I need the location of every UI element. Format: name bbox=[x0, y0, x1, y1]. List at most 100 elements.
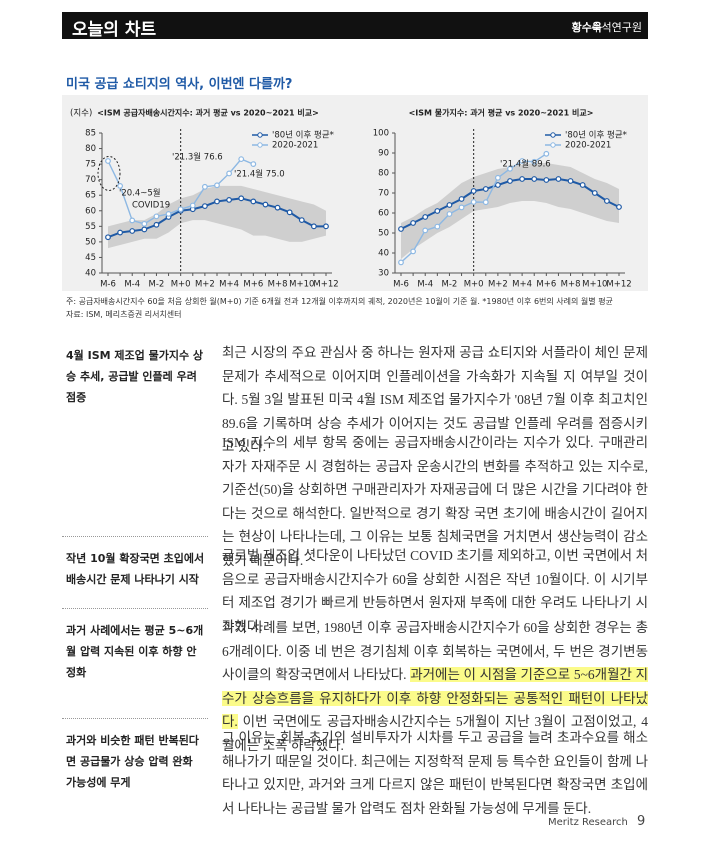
y-tick-label: 90 bbox=[378, 149, 389, 159]
range-band bbox=[401, 163, 619, 259]
x-tick-label: M+6 bbox=[243, 280, 263, 290]
legend-label: 2020-2021 bbox=[565, 141, 611, 151]
x-tick-label: M+12 bbox=[313, 280, 338, 290]
point bbox=[616, 204, 622, 210]
divider bbox=[62, 608, 208, 609]
point bbox=[507, 165, 513, 172]
point bbox=[422, 214, 429, 220]
point bbox=[214, 198, 220, 205]
chart-title: <ISM 물가지수: 과거 평균 vs 2020~2021 비교> bbox=[409, 108, 594, 118]
figure-source: 자료: ISM, 메리츠증권 리서치센터 bbox=[66, 310, 182, 319]
y-tick-label: 55 bbox=[85, 222, 96, 232]
text-span: ISM 지수의 세부 항목 중에는 공급자배송시간이라는 지수가 있다. 구매관… bbox=[222, 435, 648, 568]
header-title: 오늘의 차트 bbox=[72, 20, 157, 40]
point bbox=[434, 208, 441, 214]
x-tick-label: M+2 bbox=[195, 280, 215, 290]
point bbox=[398, 226, 404, 232]
x-tick-label: M+2 bbox=[488, 280, 508, 290]
x-tick-label: M-2 bbox=[442, 280, 458, 290]
x-tick-label: M+10 bbox=[289, 280, 314, 290]
chart: <ISM 물가지수: 과거 평균 vs 2020~2021 비교> 30 40 50 6… bbox=[373, 108, 632, 290]
y-tick-label: 50 bbox=[85, 237, 96, 247]
x-tick-label: M+10 bbox=[582, 280, 607, 290]
figure-note: 주: 공급자배송시간지수 60을 처음 상회한 월(M+0) 기준 6개월 전과… bbox=[66, 297, 613, 306]
x-tick-label: M-6 bbox=[393, 280, 409, 290]
point bbox=[250, 198, 257, 205]
point bbox=[470, 188, 477, 194]
point bbox=[519, 176, 526, 182]
point bbox=[105, 158, 111, 164]
chart-panel: <ISM 공급자배송시간지수: 과거 평균 vs 2020~2021 비교> (지… bbox=[62, 95, 648, 291]
paragraph: 글로벌 제조업 셧다운이 나타났던 COVID 초기를 제외하고, 이번 국면에… bbox=[222, 544, 648, 638]
point bbox=[555, 176, 562, 182]
figure-title: 미국 공급 쇼티지의 역사, 이번엔 다를까? bbox=[66, 77, 293, 92]
position: 수석연구원 bbox=[591, 21, 642, 34]
y-tick-label: 40 bbox=[85, 269, 96, 279]
page-number: 9 bbox=[637, 814, 646, 829]
point bbox=[422, 227, 429, 234]
paragraph: 최근 시장의 주요 관심사 중 하나는 원자재 공급 쇼티지와 서플라이 체인 … bbox=[222, 341, 648, 459]
text-span: 과거 사례를 보면, 1980년 이후 공급자배송시간지수가 60을 상회한 경… bbox=[222, 620, 648, 682]
x-tick-label: M-4 bbox=[417, 280, 433, 290]
range-band bbox=[108, 185, 326, 249]
text-span: 최근 시장의 주요 관심사 중 하나는 원자재 공급 쇼티지와 서플라이 체인 … bbox=[222, 345, 648, 454]
point bbox=[141, 226, 148, 233]
point bbox=[494, 182, 501, 188]
point bbox=[117, 182, 124, 189]
point bbox=[543, 177, 550, 183]
divider bbox=[62, 718, 208, 719]
point bbox=[482, 186, 489, 192]
point bbox=[470, 199, 477, 205]
point bbox=[410, 248, 417, 255]
header-bar: 오늘의 차트 황수욱 수석연구원 bbox=[62, 12, 648, 40]
point bbox=[543, 150, 550, 157]
point bbox=[201, 183, 208, 190]
y-tick-label: 60 bbox=[378, 209, 389, 219]
point bbox=[446, 211, 453, 217]
point bbox=[603, 198, 610, 204]
point bbox=[458, 204, 465, 211]
legend-marker bbox=[550, 142, 556, 148]
legend-marker bbox=[257, 142, 263, 148]
legend-marker bbox=[257, 132, 263, 138]
y-tick-label: 65 bbox=[85, 191, 96, 201]
point bbox=[105, 234, 111, 241]
x-tick-label: M+6 bbox=[536, 280, 556, 290]
point bbox=[201, 203, 208, 210]
x-tick-label: M+8 bbox=[561, 280, 581, 290]
point bbox=[323, 223, 329, 230]
point bbox=[238, 156, 245, 163]
point bbox=[214, 182, 220, 189]
point bbox=[250, 161, 257, 168]
x-tick-label: M+0 bbox=[171, 280, 191, 290]
point bbox=[117, 229, 124, 236]
point bbox=[446, 202, 453, 208]
y-tick-label: 75 bbox=[85, 160, 96, 170]
footer-brand: Meritz Research bbox=[548, 817, 628, 828]
point bbox=[153, 213, 160, 220]
point bbox=[189, 202, 196, 209]
point bbox=[507, 178, 513, 184]
point bbox=[262, 201, 269, 208]
x-tick-label: M-4 bbox=[124, 280, 140, 290]
point bbox=[591, 190, 598, 196]
legend-label: 2020-2021 bbox=[272, 141, 318, 151]
paragraph: 과거 사례를 보면, 1980년 이후 공급자배송시간지수가 60을 상회한 경… bbox=[222, 616, 648, 757]
x-tick-label: M+0 bbox=[464, 280, 484, 290]
y-axis-label: (지수) bbox=[70, 109, 92, 119]
chart: <ISM 공급자배송시간지수: 과거 평균 vs 2020~2021 비교> (지… bbox=[70, 108, 339, 290]
point bbox=[494, 174, 501, 181]
y-tick-label: 80 bbox=[378, 169, 389, 179]
text-span: 그 이유는 회복 초기의 설비투자가 시차를 두고 공급을 늘려 초과수요를 해… bbox=[222, 730, 648, 816]
side-label: 과거와 비슷한 패턴 반복된다면 공급물가 상승 압력 완화 가능성에 무게 bbox=[66, 734, 199, 789]
author: 황수욱 bbox=[571, 21, 602, 34]
point bbox=[434, 223, 441, 230]
point bbox=[310, 223, 317, 230]
y-tick-label: 60 bbox=[85, 206, 96, 216]
point bbox=[226, 170, 233, 177]
y-tick-label: 85 bbox=[85, 129, 96, 139]
point bbox=[531, 158, 538, 165]
x-tick-label: M-6 bbox=[100, 280, 116, 290]
point bbox=[141, 220, 148, 227]
